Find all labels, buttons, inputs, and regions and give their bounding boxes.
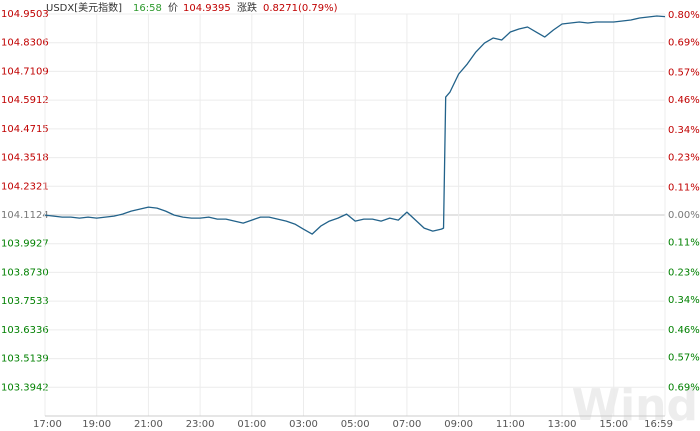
x-tick-label: 21:00 (134, 419, 163, 430)
y2-tick-label: 0.23% (668, 153, 700, 164)
y2-tick-label: 0.69% (668, 38, 700, 49)
y2-tick-label: 0.57% (668, 352, 700, 363)
y-tick-label: 104.3518 (1, 153, 49, 164)
watermark: Wind (572, 380, 698, 431)
x-tick-label: 17:00 (33, 419, 62, 430)
y2-tick-label: 0.46% (668, 325, 700, 336)
y2-tick-label: 0.11% (668, 183, 700, 194)
price: 104.9395 (183, 3, 231, 14)
x-tick-label: 13:00 (548, 419, 577, 430)
x-tick-label: 15:00 (599, 419, 628, 430)
y2-tick-label: 0.11% (668, 237, 700, 248)
y-tick-label: 103.8730 (1, 267, 49, 278)
y2-tick-label: 0.34% (668, 125, 700, 136)
x-tick-label: 16:59 (644, 419, 673, 430)
y2-tick-label: 0.57% (668, 68, 700, 79)
y-tick-label: 103.7533 (1, 296, 49, 307)
y2-tick-label: 0.23% (668, 267, 700, 278)
x-tick-label: 09:00 (444, 419, 473, 430)
y-tick-label: 104.7109 (1, 66, 49, 77)
y-tick-label: 103.9927 (1, 239, 49, 250)
y-tick-label: 104.8306 (1, 38, 49, 49)
x-tick-label: 19:00 (82, 419, 111, 430)
y2-tick-label: 0.00% (668, 210, 700, 221)
y2-tick-label: 0.46% (668, 95, 700, 106)
price-line (44, 15, 666, 235)
x-tick-label: 05:00 (341, 419, 370, 430)
x-tick-label: 01:00 (237, 419, 266, 430)
x-tick-label: 11:00 (496, 419, 525, 430)
change-label: 涨跌 (237, 1, 257, 14)
change: 0.8271(0.79%) (263, 3, 338, 14)
y-tick-label: 104.2321 (1, 181, 49, 192)
y-tick-label: 104.4715 (1, 124, 49, 135)
price-label: 价 (168, 2, 178, 14)
y2-tick-label: 0.34% (668, 295, 700, 306)
y2-tick-label: 0.80% (668, 10, 700, 21)
x-tick-label: 07:00 (393, 419, 422, 430)
y2-tick-label: 0.69% (668, 382, 700, 393)
x-tick-label: 23:00 (186, 419, 215, 430)
y-tick-label: 104.1124 (1, 210, 49, 221)
y-tick-label: 103.6336 (1, 325, 49, 336)
y-tick-label: 104.9503 (1, 9, 49, 20)
y-tick-label: 103.3942 (1, 382, 49, 393)
chart-title: USDX[美元指数] (46, 1, 122, 14)
y-tick-label: 103.5139 (1, 354, 49, 365)
y-tick-label: 104.5912 (1, 95, 49, 106)
quote-time: 16:58 (133, 3, 162, 14)
x-tick-label: 03:00 (289, 419, 318, 430)
